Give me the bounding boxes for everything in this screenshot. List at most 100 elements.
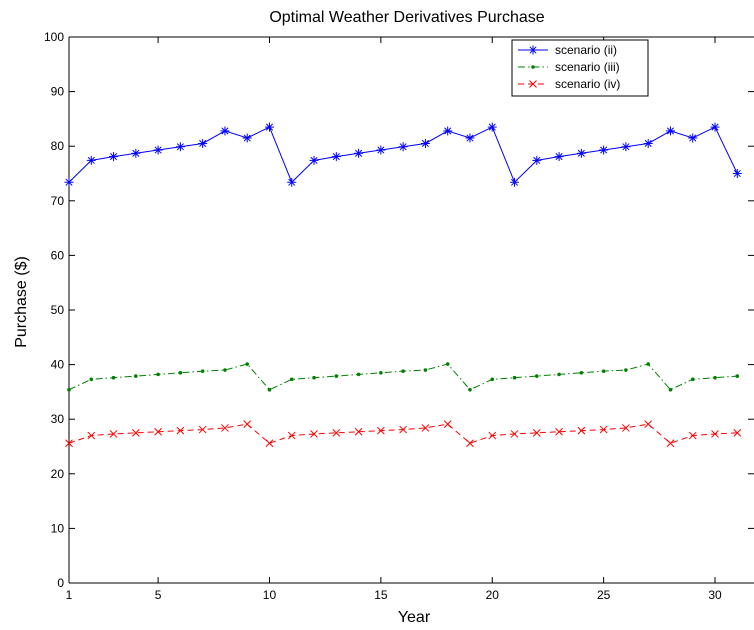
- data-point: [64, 177, 74, 187]
- marker-stroke: [310, 156, 318, 164]
- data-point: [532, 428, 541, 437]
- marker-stroke: [711, 123, 719, 131]
- data-point: [510, 177, 520, 187]
- marker-stroke: [198, 425, 207, 434]
- data-point: [176, 426, 185, 435]
- data-point: [732, 169, 742, 178]
- y-tick-label: 30: [51, 412, 65, 426]
- marker-stroke: [599, 425, 608, 434]
- series-1: [64, 122, 742, 187]
- x-tick-label: 15: [374, 588, 388, 602]
- y-tick-label: 80: [51, 139, 65, 153]
- y-tick-label: 0: [57, 576, 64, 590]
- marker-stroke: [666, 439, 675, 448]
- marker-stroke: [265, 439, 274, 448]
- data-point: [443, 420, 452, 428]
- marker-stroke: [221, 127, 229, 135]
- data-point: [178, 370, 183, 375]
- marker-stroke: [466, 134, 474, 142]
- data-point: [200, 369, 205, 373]
- data-point: [223, 368, 227, 372]
- marker-stroke: [466, 439, 474, 448]
- data-point: [711, 430, 719, 438]
- marker-stroke: [243, 134, 251, 142]
- marker-stroke: [399, 143, 407, 151]
- data-point: [243, 420, 252, 428]
- marker-stroke: [288, 178, 296, 186]
- y-tick-label: 70: [51, 194, 65, 208]
- series-3: [65, 420, 742, 448]
- legend-marker: [528, 45, 538, 55]
- marker-stroke: [87, 431, 96, 440]
- data-point: [643, 138, 653, 148]
- marker-stroke: [176, 426, 185, 435]
- marker-stroke: [689, 134, 697, 142]
- marker-stroke: [243, 420, 252, 428]
- marker-stroke: [510, 430, 519, 438]
- data-point: [443, 126, 453, 136]
- data-point: [309, 155, 319, 165]
- data-point: [267, 387, 272, 392]
- data-point: [312, 375, 316, 380]
- marker-stroke: [265, 123, 274, 131]
- data-point: [666, 439, 675, 448]
- data-point: [109, 152, 119, 162]
- data-point: [465, 133, 475, 143]
- marker-stroke: [532, 428, 541, 437]
- data-point: [379, 370, 383, 375]
- legend-marker: [531, 65, 535, 69]
- data-point: [622, 424, 630, 432]
- marker-stroke: [354, 427, 363, 436]
- marker-stroke: [377, 426, 385, 435]
- marker-stroke: [221, 424, 229, 432]
- data-point: [535, 374, 539, 378]
- data-point: [289, 377, 294, 382]
- marker-stroke: [332, 153, 340, 161]
- marker-stroke: [488, 431, 497, 440]
- marker-stroke: [199, 139, 207, 148]
- marker-stroke: [555, 153, 563, 161]
- data-point: [111, 375, 116, 380]
- y-tick-label: 10: [51, 521, 65, 535]
- data-point: [599, 425, 608, 434]
- data-point: [264, 122, 274, 132]
- data-point: [488, 431, 497, 440]
- marker-stroke: [110, 153, 118, 161]
- data-point: [688, 431, 697, 440]
- data-point: [154, 427, 162, 436]
- marker-stroke: [131, 428, 140, 437]
- marker-stroke: [377, 146, 385, 154]
- data-point: [86, 155, 96, 165]
- data-point: [624, 368, 628, 372]
- data-point: [644, 420, 653, 428]
- data-point: [512, 375, 517, 380]
- data-point: [175, 142, 185, 152]
- marker-stroke: [443, 420, 452, 428]
- x-tick-label: 10: [263, 588, 277, 602]
- data-point: [401, 369, 405, 373]
- data-point: [466, 439, 474, 448]
- data-point: [576, 148, 586, 158]
- data-point: [713, 375, 717, 380]
- data-point: [399, 425, 407, 434]
- marker-stroke: [577, 426, 586, 435]
- data-point: [220, 126, 230, 136]
- data-point: [65, 439, 73, 448]
- y-tick-label: 50: [51, 303, 65, 317]
- marker-stroke: [488, 123, 496, 131]
- data-point: [601, 369, 606, 373]
- chart-title: Optimal Weather Derivatives Purchase: [269, 9, 544, 26]
- data-point: [334, 374, 339, 378]
- marker-stroke: [154, 427, 162, 436]
- marker-stroke: [600, 146, 608, 154]
- data-point: [376, 145, 386, 155]
- marker-stroke: [109, 430, 118, 438]
- marker-stroke: [287, 431, 296, 440]
- data-point: [89, 377, 94, 382]
- data-point: [356, 372, 361, 377]
- x-axis-label: Year: [398, 609, 431, 626]
- legend-entry: scenario (iv): [518, 77, 620, 91]
- data-point: [354, 427, 363, 436]
